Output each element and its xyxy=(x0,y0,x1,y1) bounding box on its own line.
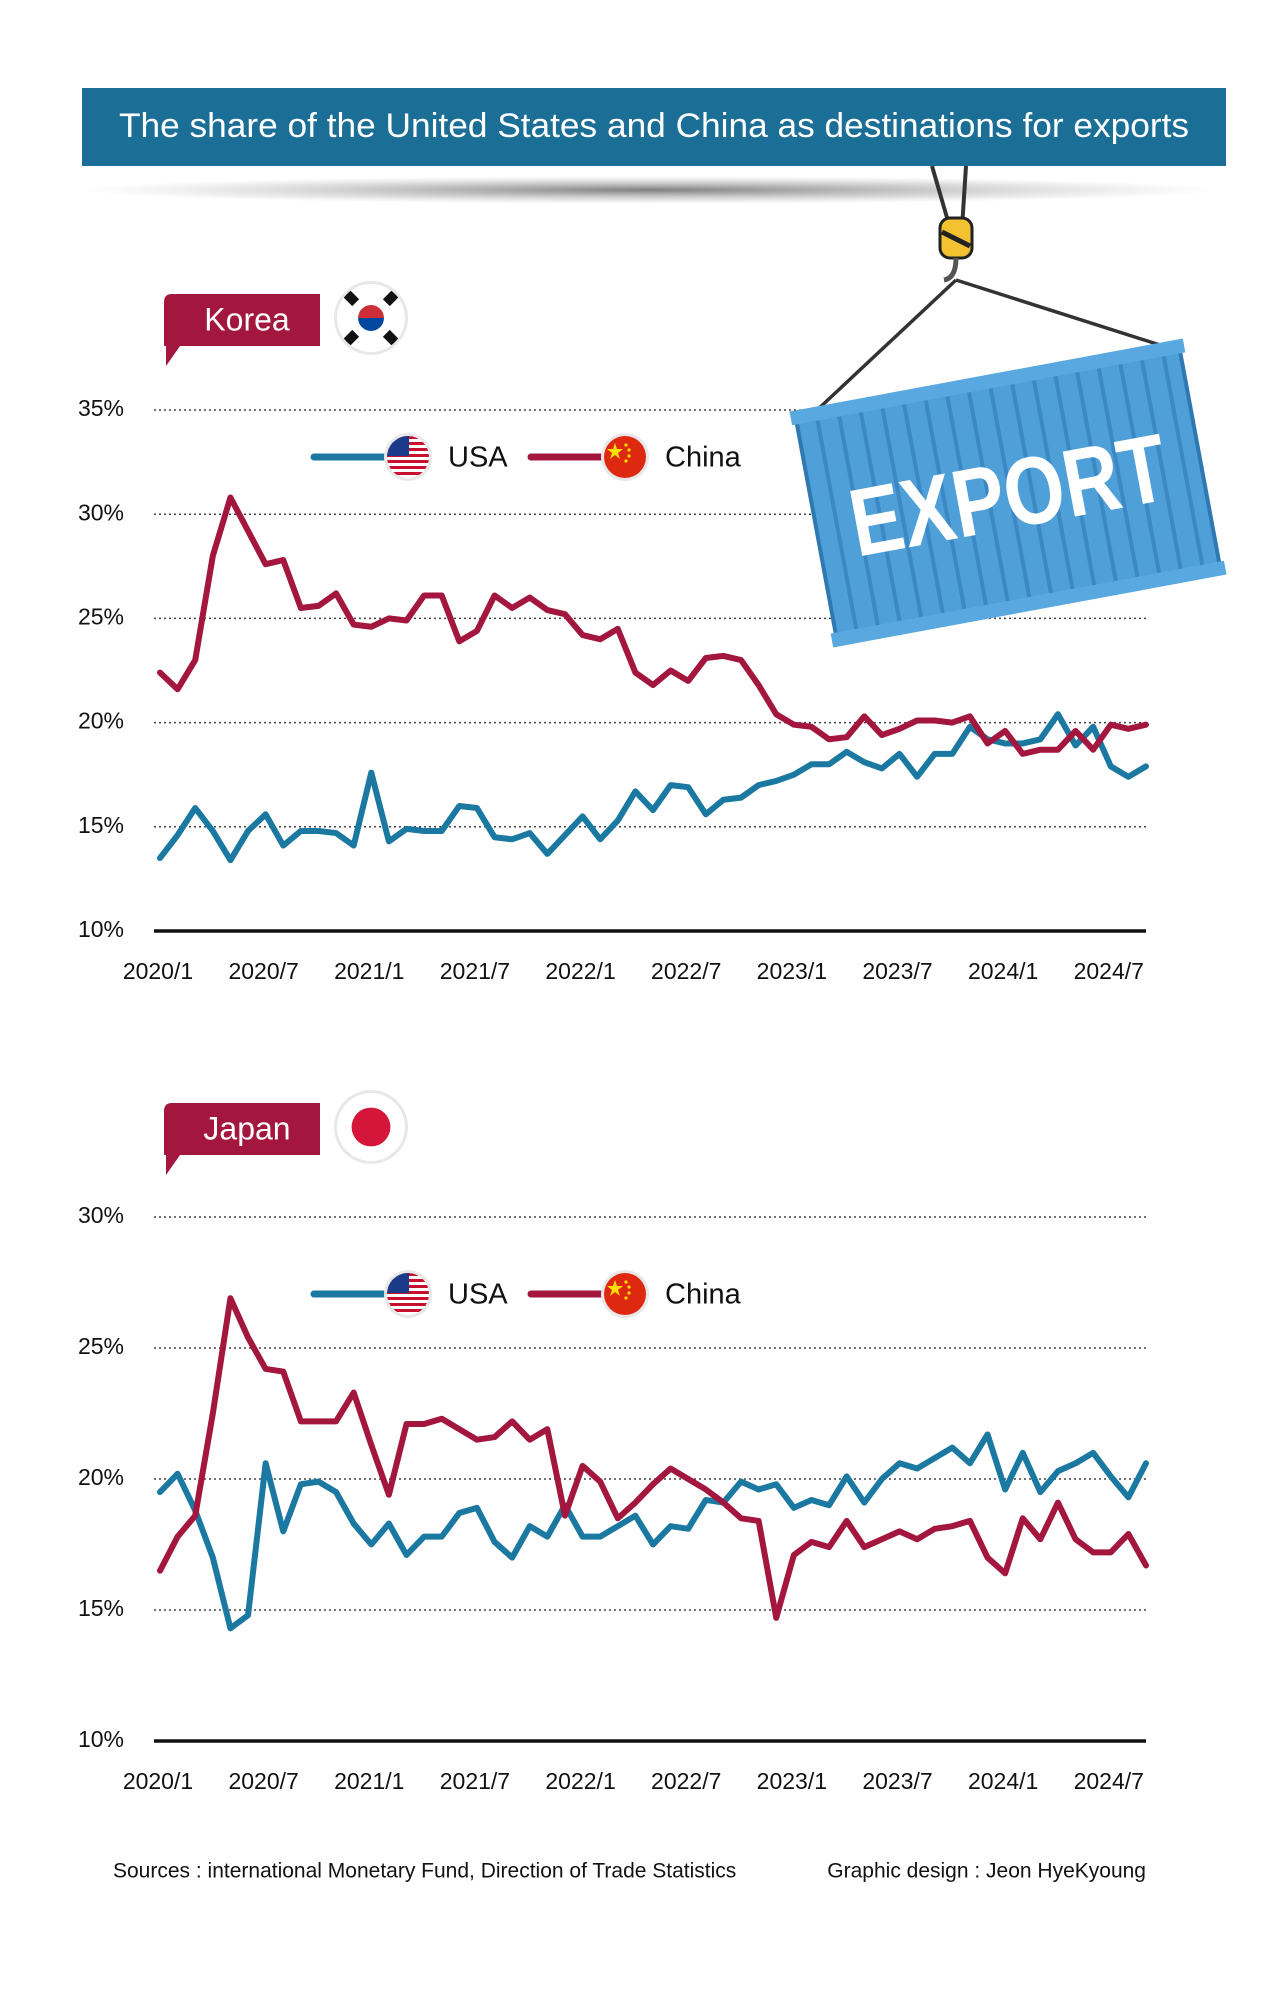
hook-stripe xyxy=(940,229,972,249)
x-tick-label: 2023/1 xyxy=(757,1768,827,1794)
y-tick-label: 10% xyxy=(78,1726,124,1752)
x-tick-label: 2024/7 xyxy=(1074,1768,1144,1794)
x-tick-label: 2022/1 xyxy=(545,1768,615,1794)
flag xyxy=(387,1273,429,1315)
flag-star xyxy=(627,454,631,458)
flag-star xyxy=(624,1296,628,1300)
y-tick-label: 15% xyxy=(78,812,124,838)
panel-title: Japan xyxy=(203,1110,290,1146)
title: The share of the United States and China… xyxy=(119,107,1189,145)
flag-stripe xyxy=(387,1297,429,1300)
flag-stripe xyxy=(387,1309,429,1312)
cable xyxy=(813,278,958,414)
panel-title: Korea xyxy=(204,301,290,337)
flag-icon xyxy=(601,433,649,481)
y-tick-label: 35% xyxy=(78,395,124,421)
flag-taeguk xyxy=(358,318,384,331)
y-tick-label: 25% xyxy=(78,603,124,629)
x-tick-label: 2021/7 xyxy=(440,958,510,984)
legend-label: China xyxy=(665,1279,742,1311)
x-tick-label: 2024/7 xyxy=(1074,958,1144,984)
flag-star xyxy=(627,1285,631,1289)
flag xyxy=(604,1273,646,1315)
flag-stripe xyxy=(387,472,429,475)
flag-icon xyxy=(601,1270,649,1318)
x-tick-label: 2021/1 xyxy=(334,958,404,984)
legend-label: USA xyxy=(448,1279,508,1311)
x-tick-label: 2021/7 xyxy=(440,1768,510,1794)
y-tick-label: 10% xyxy=(78,916,124,942)
flag-star xyxy=(624,1280,628,1284)
x-tick-label: 2020/7 xyxy=(228,1768,298,1794)
title-banner xyxy=(82,88,1226,166)
legend-label: China xyxy=(665,442,742,474)
x-tick-label: 2023/1 xyxy=(757,958,827,984)
container-top xyxy=(789,338,1186,426)
x-tick-label: 2023/7 xyxy=(862,1768,932,1794)
flag-star xyxy=(627,448,631,452)
flag-stripe xyxy=(387,466,429,469)
flag-canton xyxy=(387,1273,409,1293)
flag-icon xyxy=(334,281,408,355)
flag-icon xyxy=(334,1090,408,1164)
data-line xyxy=(157,494,1149,757)
data-line xyxy=(157,1295,1149,1621)
flag-icon xyxy=(384,433,432,481)
x-tick-label: 2021/1 xyxy=(334,1768,404,1794)
flag-sun xyxy=(351,1107,391,1147)
flag xyxy=(337,1093,405,1161)
flag-star xyxy=(624,443,628,447)
flag-star xyxy=(607,1280,623,1296)
flag-star xyxy=(607,443,623,459)
x-tick-label: 2020/7 xyxy=(228,958,298,984)
legend-label: USA xyxy=(448,442,508,474)
x-tick-label: 2022/7 xyxy=(651,958,721,984)
container-bottom xyxy=(830,560,1227,648)
sources: Sources : international Monetary Fund, D… xyxy=(113,1860,736,1883)
flag-stripe xyxy=(387,1303,429,1306)
x-tick-label: 2024/1 xyxy=(968,1768,1038,1794)
flag-bg xyxy=(604,436,646,478)
flag-star xyxy=(627,1291,631,1295)
credit: Graphic design : Jeon HyeKyoung xyxy=(827,1860,1146,1883)
y-tick-label: 15% xyxy=(78,1595,124,1621)
y-tick-label: 20% xyxy=(78,708,124,734)
flag-taeguk xyxy=(358,305,384,318)
x-tick-label: 2020/1 xyxy=(123,1768,193,1794)
flag-canton xyxy=(387,436,409,456)
banner-shadow xyxy=(80,176,1220,204)
flag-bg xyxy=(604,1273,646,1315)
y-tick-label: 20% xyxy=(78,1464,124,1490)
hook xyxy=(943,257,959,283)
x-tick-label: 2022/7 xyxy=(651,1768,721,1794)
y-tick-label: 25% xyxy=(78,1333,124,1359)
y-tick-label: 30% xyxy=(78,499,124,525)
flag-star xyxy=(624,459,628,463)
x-tick-label: 2022/1 xyxy=(545,958,615,984)
flag xyxy=(387,436,429,478)
flag xyxy=(604,436,646,478)
x-tick-label: 2020/1 xyxy=(123,958,193,984)
cable xyxy=(955,278,1161,347)
flag xyxy=(337,284,405,352)
panel-tab xyxy=(164,294,320,366)
y-tick-label: 30% xyxy=(78,1202,124,1228)
flag-stripe xyxy=(387,460,429,463)
export-illustration: EXPORT xyxy=(789,165,1227,648)
x-tick-label: 2023/7 xyxy=(862,958,932,984)
panel-tab xyxy=(164,1103,320,1175)
data-line xyxy=(157,1431,1149,1632)
flag-icon xyxy=(384,1270,432,1318)
x-tick-label: 2024/1 xyxy=(968,958,1038,984)
